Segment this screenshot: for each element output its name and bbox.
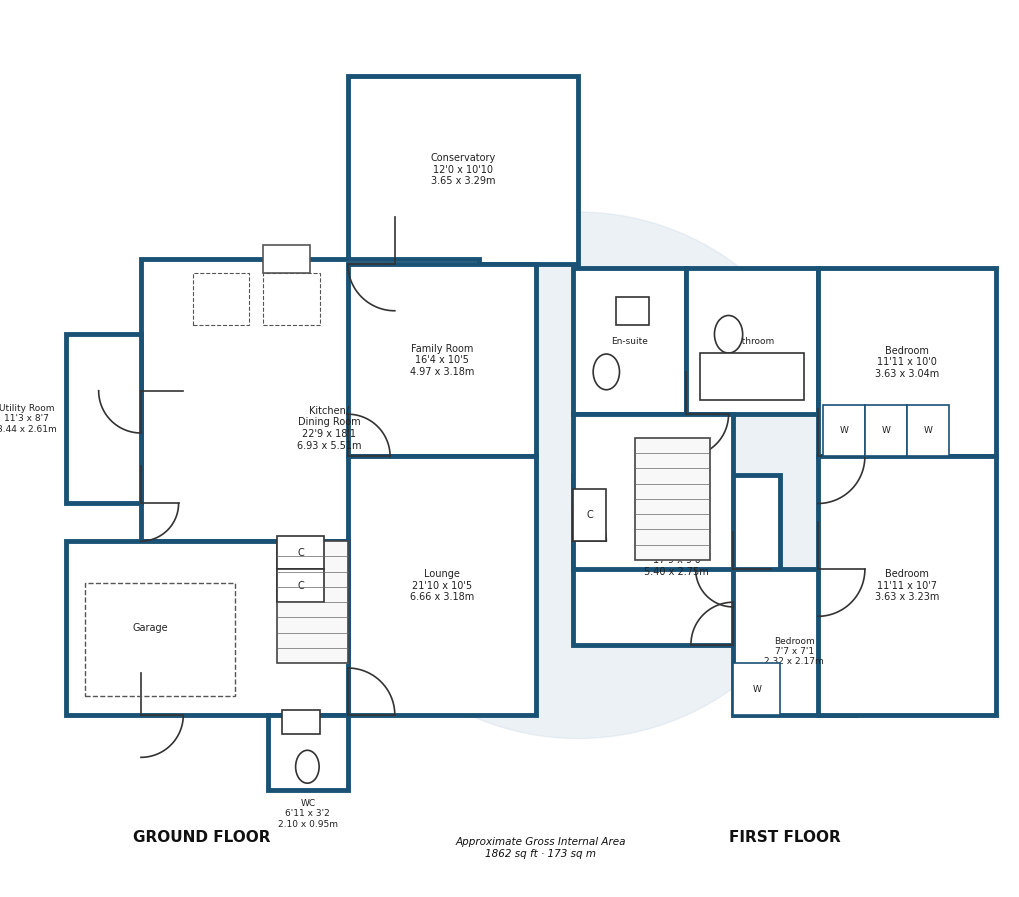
Text: W: W bbox=[752, 684, 760, 693]
Bar bbox=[65, 335, 141, 503]
Bar bbox=[573, 490, 605, 541]
Ellipse shape bbox=[713, 316, 742, 353]
Text: Bedroom
11'11 x 10'0
3.63 x 3.04m: Bedroom 11'11 x 10'0 3.63 x 3.04m bbox=[874, 346, 938, 379]
Bar bbox=[347, 75, 578, 264]
Bar bbox=[906, 405, 949, 457]
Bar bbox=[821, 405, 864, 457]
Bar bbox=[347, 264, 535, 457]
Ellipse shape bbox=[593, 354, 619, 389]
Text: En-suite: En-suite bbox=[610, 336, 648, 346]
Text: Lounge
21'10 x 10'5
6.66 x 3.18m: Lounge 21'10 x 10'5 6.66 x 3.18m bbox=[410, 570, 474, 603]
Bar bbox=[817, 268, 996, 457]
Bar bbox=[686, 268, 817, 414]
Text: Utility Room
11'3 x 8'7
3.44 x 2.61m: Utility Room 11'3 x 8'7 3.44 x 2.61m bbox=[0, 404, 56, 434]
Text: Conservatory
12'0 x 10'10
3.65 x 3.29m: Conservatory 12'0 x 10'10 3.65 x 3.29m bbox=[430, 153, 495, 187]
Text: Kitchen/
Dining Room
22'9 x 18'1
6.93 x 5.51m: Kitchen/ Dining Room 22'9 x 18'1 6.93 x … bbox=[297, 405, 361, 450]
Bar bbox=[864, 405, 906, 457]
Text: FIRST FLOOR: FIRST FLOOR bbox=[729, 830, 840, 845]
Text: Family Room
16'4 x 10'5
4.97 x 3.18m: Family Room 16'4 x 10'5 4.97 x 3.18m bbox=[410, 344, 474, 377]
Bar bbox=[281, 710, 319, 734]
Text: Bedroom
11'11 x 10'7
3.63 x 3.23m: Bedroom 11'11 x 10'7 3.63 x 3.23m bbox=[874, 570, 938, 603]
Bar bbox=[733, 570, 855, 715]
Text: Approximate Gross Internal Area
1862 sq ft · 173 sq m: Approximate Gross Internal Area 1862 sq … bbox=[454, 837, 626, 858]
Bar bbox=[634, 438, 709, 560]
Text: C: C bbox=[298, 580, 304, 591]
Ellipse shape bbox=[296, 750, 319, 783]
Text: C: C bbox=[586, 510, 593, 520]
Bar bbox=[277, 541, 347, 663]
Bar bbox=[85, 583, 234, 696]
Text: Bathroom: Bathroom bbox=[730, 336, 773, 346]
Text: Bedroom
7'7 x 7'1
2.32 x 2.17m: Bedroom 7'7 x 7'1 2.32 x 2.17m bbox=[763, 637, 823, 666]
Bar bbox=[817, 457, 996, 715]
Bar bbox=[263, 274, 319, 325]
Bar bbox=[65, 541, 347, 715]
Circle shape bbox=[315, 212, 841, 738]
Bar bbox=[573, 268, 686, 414]
Bar bbox=[347, 457, 535, 715]
Bar bbox=[573, 414, 733, 570]
Bar bbox=[277, 570, 324, 602]
Text: W: W bbox=[880, 426, 890, 435]
Text: C: C bbox=[298, 548, 304, 558]
Bar bbox=[700, 353, 803, 400]
Text: Bedroom
17'9 x 9'0
5.40 x 2.75m: Bedroom 17'9 x 9'0 5.40 x 2.75m bbox=[644, 544, 708, 577]
Bar bbox=[263, 245, 310, 274]
Text: W: W bbox=[839, 426, 848, 435]
Bar bbox=[733, 663, 780, 715]
Text: WC
6'11 x 3'2
2.10 x 0.95m: WC 6'11 x 3'2 2.10 x 0.95m bbox=[277, 799, 337, 829]
Bar bbox=[615, 297, 648, 325]
Text: Garage: Garage bbox=[132, 623, 168, 633]
Bar bbox=[573, 475, 780, 645]
Bar bbox=[141, 259, 479, 541]
Bar bbox=[277, 536, 324, 570]
Text: W: W bbox=[923, 426, 931, 435]
Bar bbox=[193, 274, 249, 325]
Bar bbox=[268, 715, 347, 790]
Text: GROUND FLOOR: GROUND FLOOR bbox=[133, 830, 271, 845]
